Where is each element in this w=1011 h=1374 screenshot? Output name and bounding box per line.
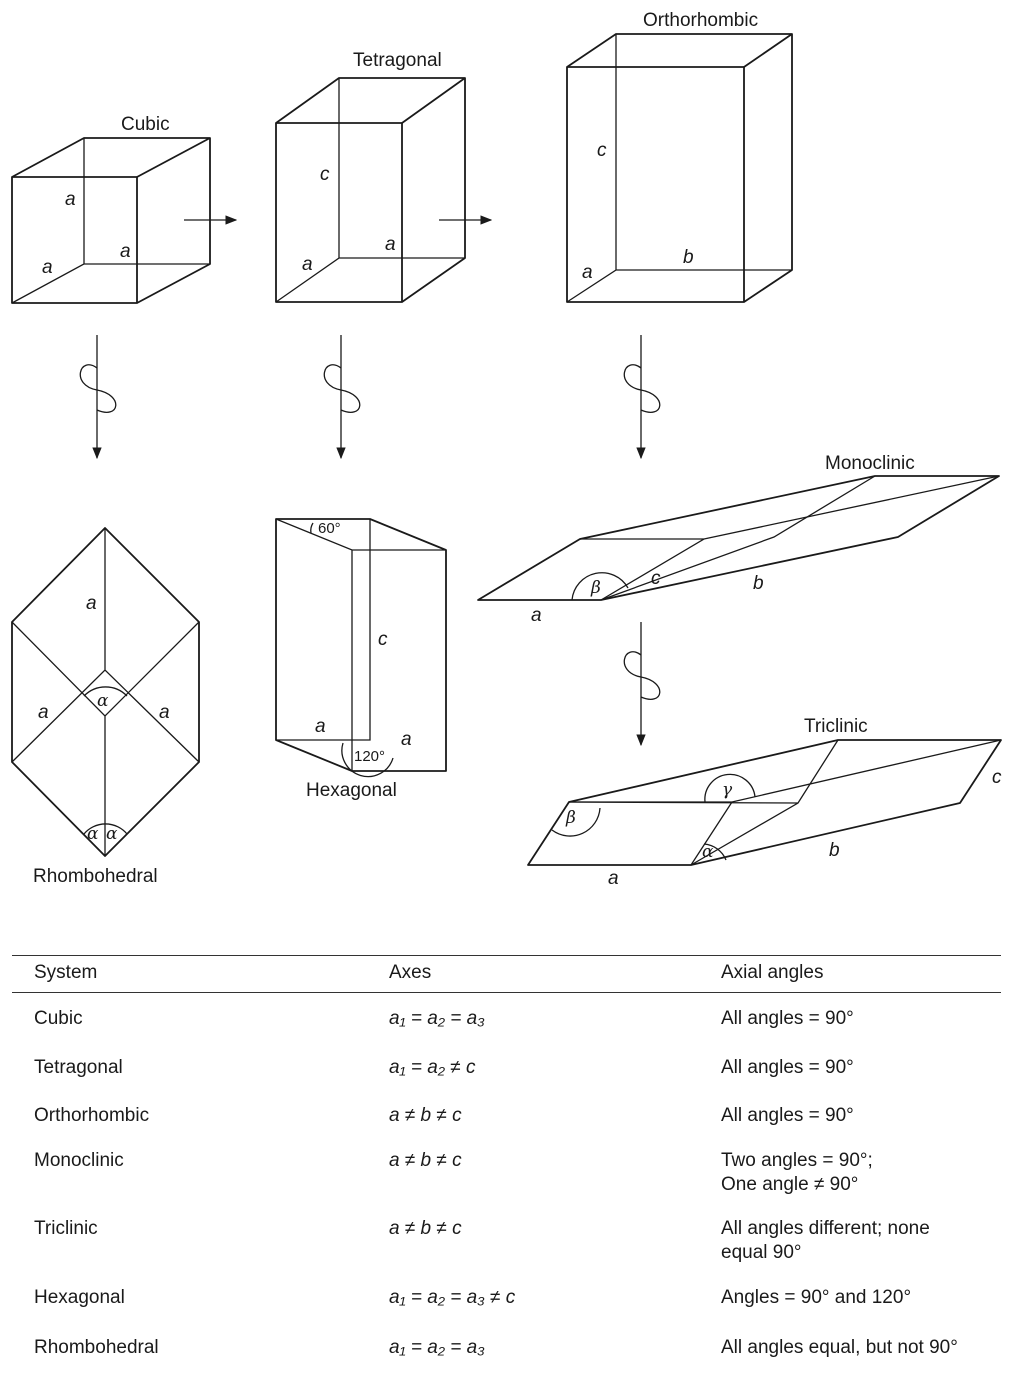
orthorhombic-edge-label: b: [683, 247, 694, 268]
rhombohedral-title: Rhombohedral: [33, 866, 158, 887]
monoclinic-cell: Monoclinic a b c β: [477, 453, 1000, 626]
triclinic-edge-label: a: [608, 868, 619, 889]
rhombohedral-edge-label: a: [159, 702, 170, 723]
distortion-arrow: [79, 335, 117, 460]
triclinic-angle-label: β: [565, 808, 576, 828]
triclinic-cell: Triclinic a b c α β γ: [527, 716, 1002, 889]
monoclinic-title: Monoclinic: [825, 453, 915, 474]
row-axes: a₁ = a₂ ≠ c: [389, 1057, 476, 1078]
hexagonal-edge-label: c: [378, 629, 388, 650]
tetragonal-edge-label: a: [302, 254, 313, 275]
rhombohedral-edge-label: a: [38, 702, 49, 723]
row-axes: a ≠ b ≠ c: [389, 1218, 462, 1239]
cubic-edge-label: a: [65, 189, 76, 210]
row-axes: a₁ = a₂ = a₃ ≠ c: [389, 1287, 516, 1308]
cubic-cell: Cubic a a a: [11, 114, 211, 304]
row-angles: All angles = 90°: [721, 1105, 854, 1126]
header-axial-angles: Axial angles: [721, 962, 824, 983]
monoclinic-edge-label: b: [753, 573, 764, 594]
rhombohedral-angle-label: α: [106, 824, 118, 844]
row-axes: a ≠ b ≠ c: [389, 1105, 462, 1126]
row-angles: Angles = 90° and 120°: [721, 1287, 912, 1308]
monoclinic-angle-label: β: [590, 578, 601, 598]
tetragonal-title: Tetragonal: [353, 50, 442, 71]
crystal-systems-diagram: Cubic a a a Tetragonal c a a Orthorhombi…: [11, 10, 1002, 889]
orthorhombic-edge-label: c: [597, 140, 607, 161]
row-system: Rhombohedral: [34, 1337, 159, 1358]
row-angles: Two angles = 90°; One angle ≠ 90°: [721, 1150, 873, 1195]
rhombohedral-edge-label: a: [86, 593, 97, 614]
row-angles: All angles = 90°: [721, 1008, 854, 1029]
triclinic-edge-label: c: [992, 767, 1002, 788]
orthorhombic-cell: Orthorhombic c b a: [566, 10, 793, 303]
orthorhombic-title: Orthorhombic: [643, 10, 758, 31]
row-system: Monoclinic: [34, 1150, 124, 1171]
hexagonal-angle-label: 60°: [318, 520, 341, 537]
distortion-arrow: [323, 335, 361, 460]
rhombohedral-angle-label: α: [97, 691, 109, 711]
hexagonal-edge-label: a: [315, 716, 326, 737]
hexagonal-title: Hexagonal: [306, 780, 397, 801]
triclinic-angle-label: α: [702, 842, 714, 862]
tetragonal-edge-label: a: [385, 234, 396, 255]
cubic-edge-label: a: [120, 241, 131, 262]
tetragonal-cell: Tetragonal c a a: [275, 50, 466, 303]
rhombohedral-cell: Rhombohedral a a a α α α: [11, 527, 200, 887]
row-axes: a₁ = a₂ = a₃: [389, 1008, 485, 1029]
triclinic-title: Triclinic: [804, 716, 868, 737]
monoclinic-edge-label: c: [651, 568, 661, 589]
row-axes: a ≠ b ≠ c: [389, 1150, 462, 1171]
row-system: Cubic: [34, 1008, 83, 1029]
table-top-rule: [12, 955, 1001, 956]
orthorhombic-edge-label: a: [582, 262, 593, 283]
row-axes: a₁ = a₂ = a₃: [389, 1337, 485, 1358]
row-angles: All angles = 90°: [721, 1057, 854, 1078]
header-axes: Axes: [389, 962, 432, 983]
rhombohedral-angle-label: α: [87, 824, 99, 844]
header-system: System: [34, 962, 98, 983]
row-system: Orthorhombic: [34, 1105, 150, 1126]
distortion-arrow: [623, 335, 661, 460]
distortion-arrow: [623, 622, 661, 747]
tetragonal-edge-label: c: [320, 164, 330, 185]
row-angles: All angles equal, but not 90°: [721, 1337, 958, 1358]
monoclinic-edge-label: a: [531, 605, 542, 626]
triclinic-angle-label: γ: [722, 780, 733, 800]
cubic-edge-label: a: [42, 257, 53, 278]
hexagonal-cell: Hexagonal c a a 60° 120°: [275, 518, 447, 801]
triclinic-edge-label: b: [829, 840, 840, 861]
row-system: Triclinic: [34, 1218, 98, 1239]
table-header-rule: [12, 992, 1001, 993]
row-system: Hexagonal: [34, 1287, 125, 1308]
cubic-title: Cubic: [121, 114, 170, 135]
hexagonal-edge-label: a: [401, 729, 412, 750]
row-system: Tetragonal: [34, 1057, 123, 1078]
row-angles: All angles different; none equal 90°: [721, 1218, 930, 1263]
hexagonal-angle-label: 120°: [354, 748, 385, 765]
